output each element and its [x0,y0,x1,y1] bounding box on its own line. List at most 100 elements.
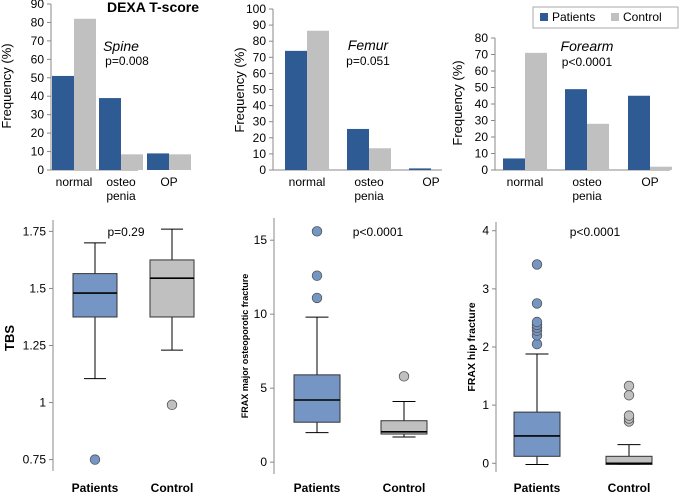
outlier-point [311,226,323,237]
outlier-point [89,454,101,465]
outlier-point [398,371,410,382]
forearm-bar-patients [503,158,525,170]
outlier-point [623,390,635,401]
tbs-pvalue: p=0.29 [107,225,144,239]
iqr-box [380,420,428,435]
spine-y-tick-label: 90 [31,0,45,11]
femur-bar-control [307,30,329,170]
tbs-category-label: Control [151,481,194,495]
frax_hip-category-label: Control [608,481,651,495]
forearm-y-tick-label: 70 [475,48,489,62]
iqr-box [293,374,341,423]
spine-y-tick-label: 0 [37,163,44,177]
outlier-point [531,338,543,350]
outlier-point [623,410,635,421]
spine-y-tick-label: 70 [31,34,45,48]
spine-bar-control [74,18,96,171]
legend-patients-swatch [540,13,548,21]
frax_major-y-tick-label: 15 [254,233,268,247]
femur-y-tick-label: 80 [253,34,267,48]
forearm-panel-title: Forearm [561,38,614,54]
forearm-category-label: penia [572,189,602,203]
spine-y-axis-label: Frequency (%) [0,43,14,128]
tbs-y-axis-label: TBS [2,325,17,351]
femur-y-tick-label: 100 [246,2,266,16]
forearm-bar-control [650,166,672,170]
frax_hip-y-tick-label: 4 [482,224,489,238]
spine-bar-patients [147,153,169,170]
femur-y-tick-label: 20 [253,131,267,145]
spine-panel: 0 10 20 30 40 50 60 70 80 90 Frequency (%) p=0.008S… [0,0,191,203]
spine-bar-patients [52,75,74,170]
legend-control-swatch [611,13,619,21]
femur-category-label: OP [422,175,439,189]
forearm-y-axis-label: Frequency (%) [450,60,465,145]
spine-panel-title: Spine [103,38,139,54]
spine-bar-control [169,154,191,170]
spine-y-tick-label: 50 [31,71,45,85]
femur-bar-control [369,148,391,170]
tbs-y-tick-label: 1 [39,396,46,410]
outlier-point [531,298,543,309]
femur-bar-patients [347,128,369,170]
outlier-point [623,380,635,392]
spine-bar-patients [99,98,121,170]
femur-category-label: penia [354,189,384,203]
femur-y-tick-label: 30 [253,115,267,129]
forearm-y-tick-label: 80 [475,31,489,45]
tbs-panel: 0.75 1 1.25 1.5 1.75 TBS p=0.29 Patients Control [2,220,195,495]
spine-y-tick-label: 20 [31,126,45,140]
femur-y-tick-label: 50 [253,83,267,97]
frax_hip-box-control [605,380,653,465]
iqr-box [605,455,653,465]
spine-category-label: normal [56,175,93,189]
frax_hip-panel: 0 1 2 3 4 FRAX hip fracture p<0.0001 Patients Co… [466,222,653,495]
spine-y-tick-label: 30 [31,108,45,122]
frax_major-y-tick-label: 10 [254,307,268,321]
frax_major-box-control [380,371,428,438]
forearm-pvalue: p<0.0001 [562,55,613,69]
femur-y-axis-label: Frequency (%) [232,47,247,132]
femur-y-tick-label: 10 [253,147,267,161]
forearm-bar-control [525,52,547,170]
femur-category-label: normal [289,175,326,189]
frax_hip-box-patients [513,259,561,465]
spine-category-label: osteo [106,175,136,189]
legend-patients-label: Patients [552,10,595,24]
legend: Patients Control [532,6,679,29]
forearm-category-label: osteo [572,175,602,189]
frax_major-y-tick-label: 5 [260,381,267,395]
frax_hip-y-tick-label: 0 [482,456,489,470]
forearm-panel: 0 10 20 30 40 50 60 70 80 Frequency (%) p<0.0001Fo… [450,31,672,203]
femur-panel: 0 10 20 30 40 50 60 70 80 90 100 Frequency (%) p=0.0… [232,2,442,203]
frax_major-category-label: Patients [294,481,341,495]
femur-pvalue: p=0.051 [346,54,390,68]
frax_major-y-tick-label: 0 [260,455,267,469]
femur-category-label: osteo [354,175,384,189]
forearm-y-tick-label: 0 [481,163,488,177]
forearm-category-label: normal [507,175,544,189]
frax_major-box-patients [293,226,341,434]
forearm-category-label: OP [641,175,658,189]
tbs-y-tick-label: 0.75 [23,453,47,467]
legend-frame [532,6,679,29]
tbs-y-tick-label: 1.75 [23,224,47,238]
forearm-bar-patients [565,89,587,170]
outlier-point [311,270,323,281]
femur-panel-title: Femur [348,37,390,53]
forearm-y-tick-label: 40 [475,97,489,111]
forearm-bar-patients [628,95,650,170]
spine-y-tick-label: 60 [31,52,45,66]
outlier-point [531,316,543,328]
spine-y-tick-label: 80 [31,15,45,29]
forearm-y-tick-label: 50 [475,81,489,95]
frax_hip-y-tick-label: 3 [482,282,489,296]
frax_hip-y-tick-label: 2 [482,340,489,354]
tbs-y-tick-label: 1.25 [23,339,47,353]
frax_hip-category-label: Patients [514,481,561,495]
spine-y-tick-label: 40 [31,89,45,103]
iqr-box [72,273,118,318]
femur-y-tick-label: 60 [253,66,267,80]
frax_major-category-label: Control [383,481,426,495]
